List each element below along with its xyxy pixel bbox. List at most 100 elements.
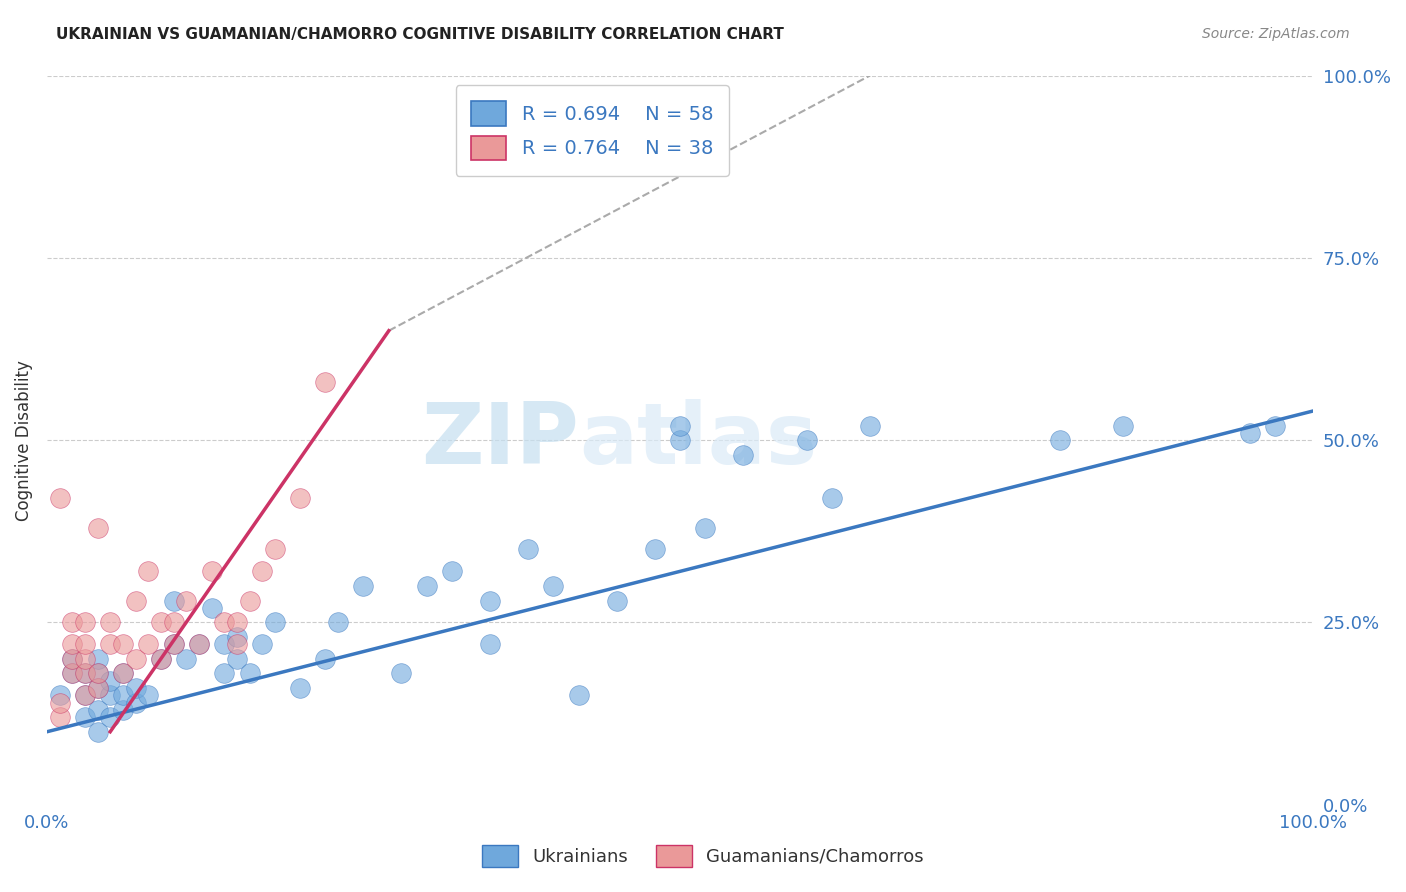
Point [212, 615, 235, 630]
Point [73, 666, 96, 681]
Point [149, 652, 172, 666]
Point [48, 688, 70, 702]
Point [73, 666, 96, 681]
Point [86, 681, 108, 695]
Point [1049, 433, 1071, 447]
Point [733, 448, 755, 462]
Point [73, 652, 96, 666]
Point [187, 637, 209, 651]
Point [73, 615, 96, 630]
Point [568, 688, 591, 702]
Point [48, 710, 70, 724]
Point [1239, 425, 1261, 440]
Point [124, 681, 146, 695]
Point [669, 433, 692, 447]
Point [86, 666, 108, 681]
Point [124, 593, 146, 607]
Point [60, 637, 83, 651]
Point [111, 637, 134, 651]
Point [250, 565, 273, 579]
Point [162, 593, 184, 607]
Point [859, 418, 882, 433]
Point [149, 615, 172, 630]
Point [225, 652, 247, 666]
Point [86, 666, 108, 681]
Point [73, 688, 96, 702]
Point [60, 615, 83, 630]
Text: atlas: atlas [579, 399, 817, 482]
Point [225, 637, 247, 651]
Point [315, 652, 337, 666]
Point [124, 696, 146, 710]
Point [162, 637, 184, 651]
Point [98, 615, 121, 630]
Point [479, 637, 502, 651]
Point [250, 637, 273, 651]
Point [86, 520, 108, 534]
Point [162, 615, 184, 630]
Point [263, 615, 285, 630]
Point [98, 710, 121, 724]
Point [212, 666, 235, 681]
Point [391, 666, 413, 681]
Point [238, 666, 260, 681]
Point [98, 688, 121, 702]
Point [328, 615, 350, 630]
Point [86, 681, 108, 695]
Point [73, 637, 96, 651]
Y-axis label: Cognitive Disability: Cognitive Disability [15, 359, 32, 521]
Point [1264, 418, 1286, 433]
Point [136, 637, 159, 651]
Point [60, 666, 83, 681]
Point [98, 637, 121, 651]
Point [162, 637, 184, 651]
Point [60, 652, 83, 666]
Point [86, 652, 108, 666]
Point [353, 579, 375, 593]
Text: Source: ZipAtlas.com: Source: ZipAtlas.com [1202, 27, 1350, 41]
Point [225, 615, 247, 630]
Point [416, 579, 439, 593]
Point [86, 703, 108, 717]
Point [136, 688, 159, 702]
Point [212, 637, 235, 651]
Point [60, 666, 83, 681]
Point [606, 593, 628, 607]
Text: UKRAINIAN VS GUAMANIAN/CHAMORRO COGNITIVE DISABILITY CORRELATION CHART: UKRAINIAN VS GUAMANIAN/CHAMORRO COGNITIV… [56, 27, 785, 42]
Point [73, 688, 96, 702]
Point [98, 673, 121, 688]
Point [48, 491, 70, 506]
Point [111, 688, 134, 702]
Point [644, 542, 666, 557]
Point [149, 652, 172, 666]
Point [48, 696, 70, 710]
Point [187, 637, 209, 651]
Point [111, 666, 134, 681]
Point [796, 433, 818, 447]
Point [1112, 418, 1135, 433]
Point [669, 418, 692, 433]
Point [238, 593, 260, 607]
Point [288, 681, 311, 695]
Point [821, 491, 844, 506]
Point [517, 542, 540, 557]
Point [695, 520, 717, 534]
Point [200, 600, 222, 615]
Point [86, 724, 108, 739]
Point [136, 565, 159, 579]
Point [441, 565, 464, 579]
Legend: R = 0.694    N = 58, R = 0.764    N = 38: R = 0.694 N = 58, R = 0.764 N = 38 [456, 86, 728, 176]
Point [315, 375, 337, 389]
Point [288, 491, 311, 506]
Point [200, 565, 222, 579]
Text: ZIP: ZIP [420, 399, 579, 482]
Point [479, 593, 502, 607]
Point [543, 579, 565, 593]
Point [263, 542, 285, 557]
Point [174, 652, 197, 666]
Point [111, 703, 134, 717]
Point [60, 652, 83, 666]
Point [73, 710, 96, 724]
Point [124, 652, 146, 666]
Legend: Ukrainians, Guamanians/Chamorros: Ukrainians, Guamanians/Chamorros [475, 838, 931, 874]
